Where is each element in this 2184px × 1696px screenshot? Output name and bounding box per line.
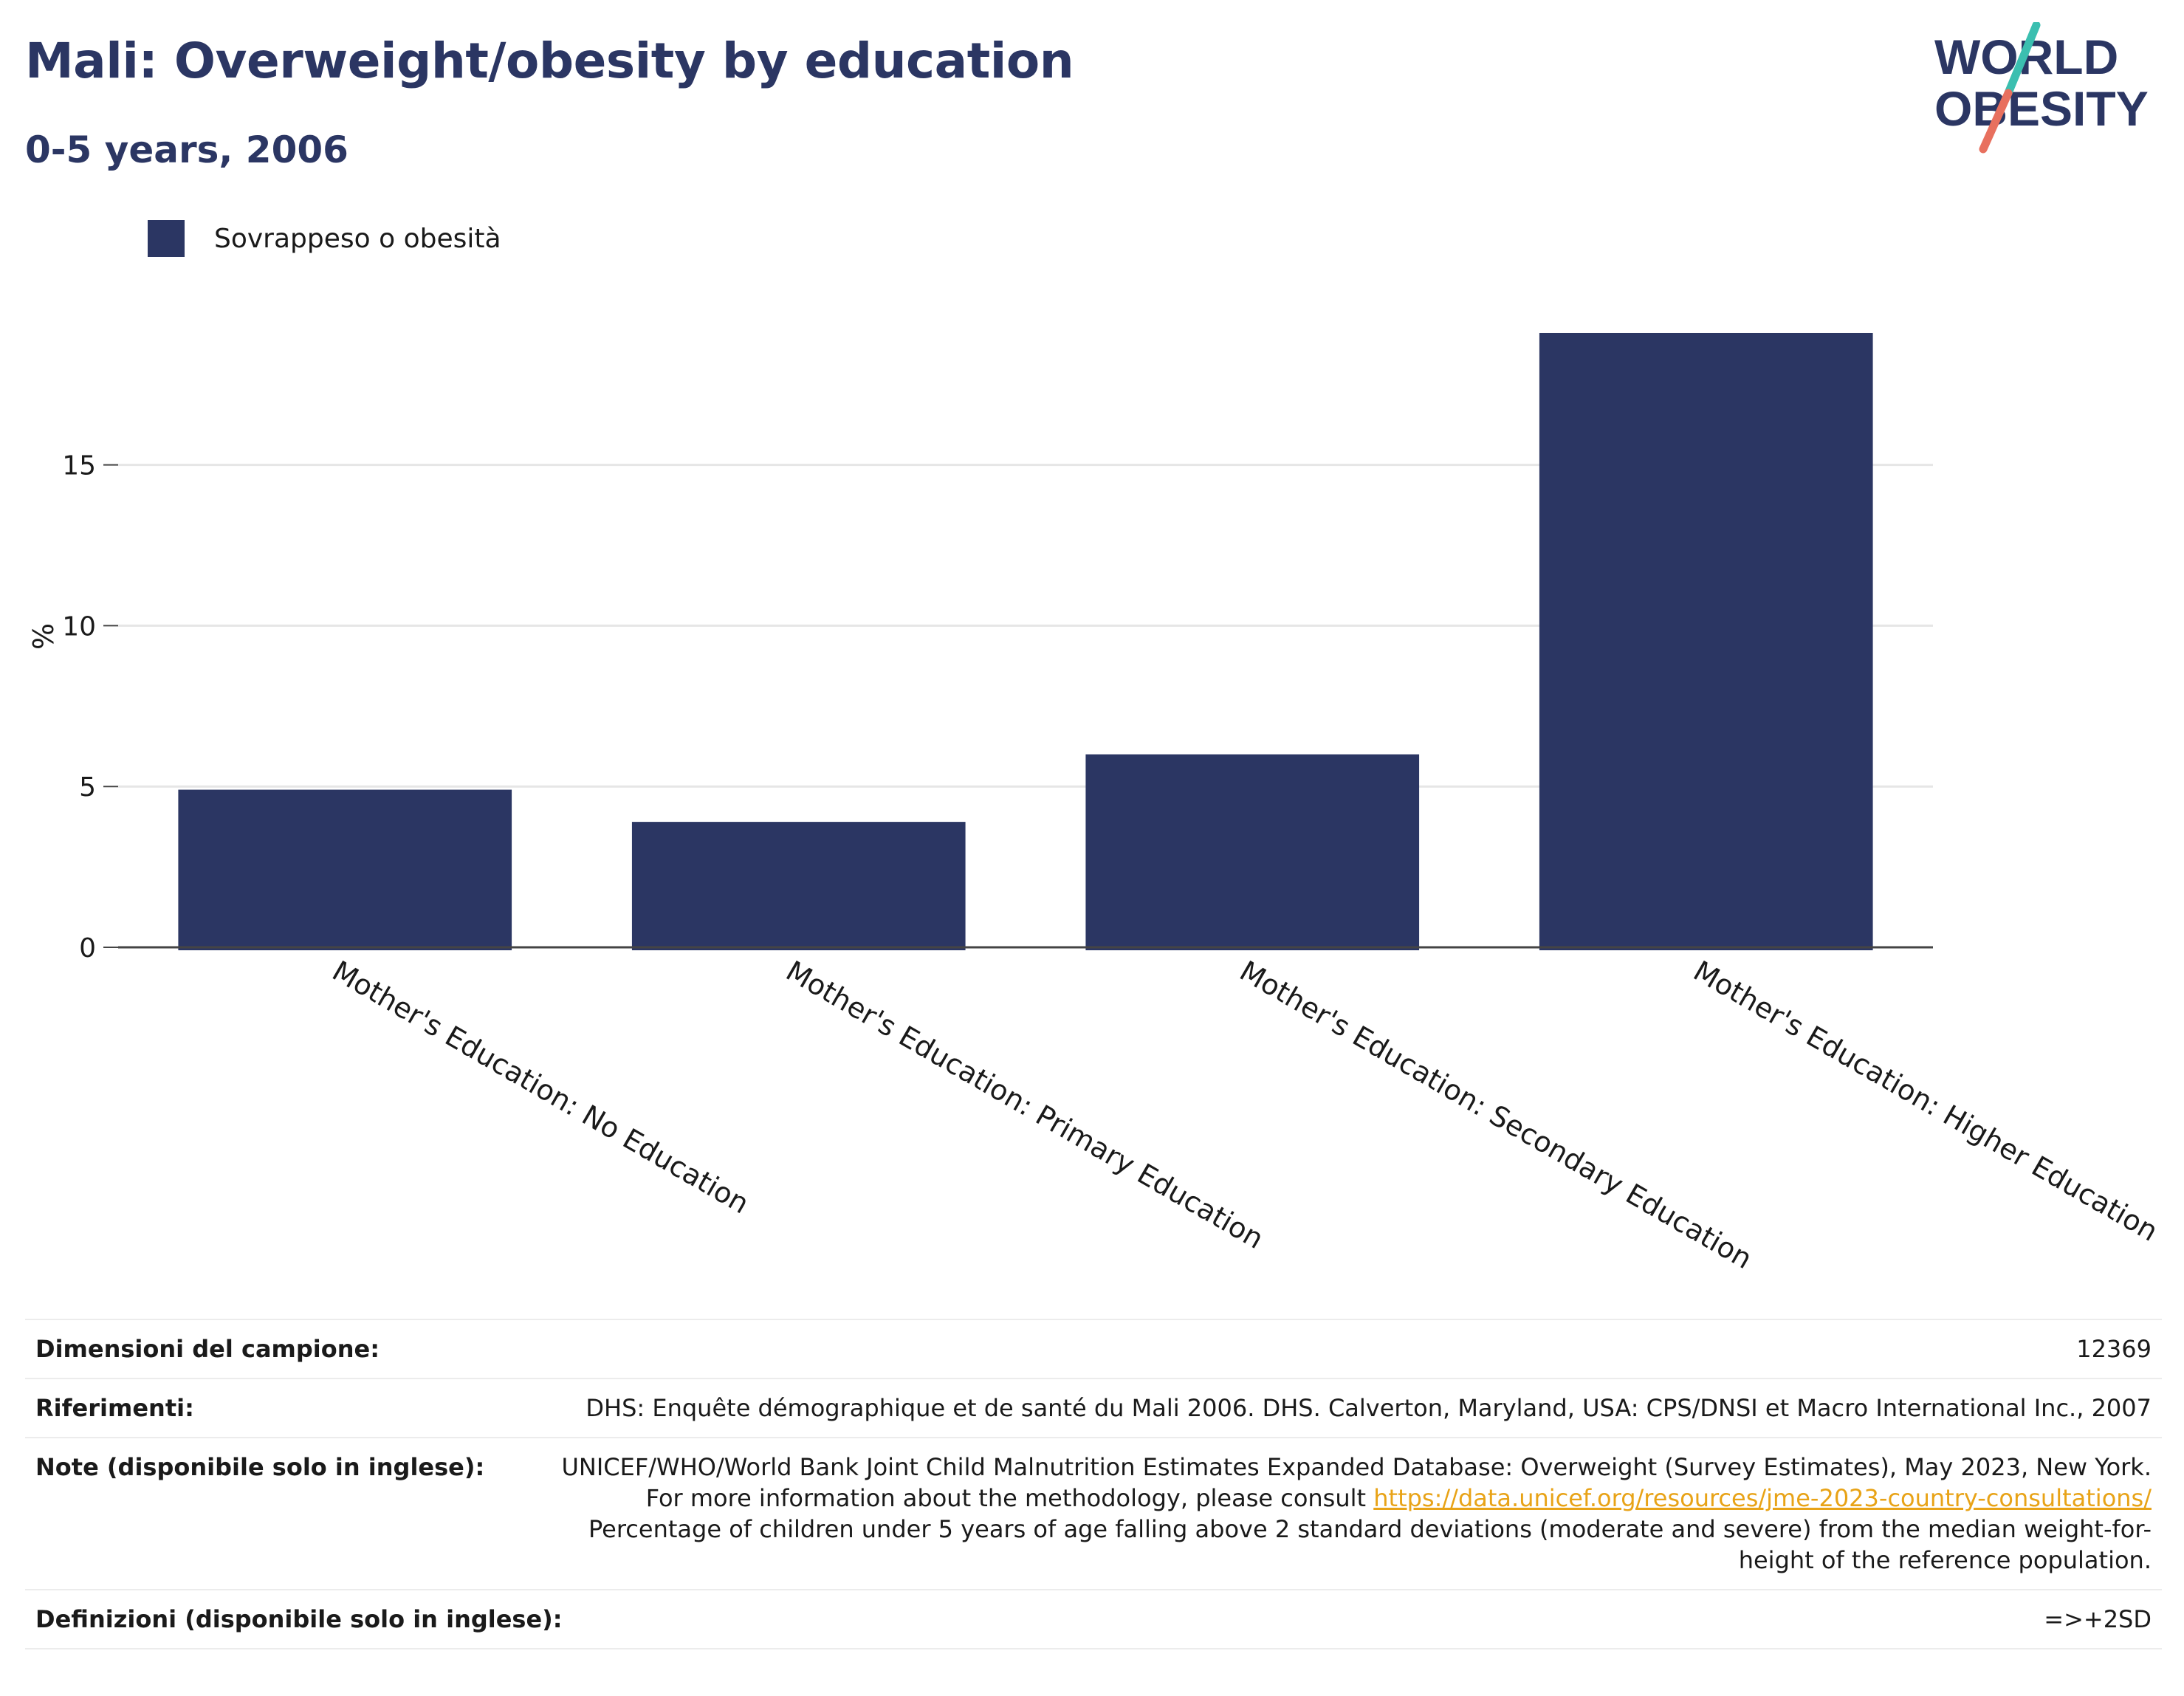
references-value: DHS: Enquête démographique et de santé d… <box>586 1394 2152 1422</box>
legend-label: Sovrappeso o obesità <box>214 223 501 254</box>
logo-slash-teal <box>2004 22 2041 97</box>
sample-value: 12369 <box>2076 1335 2152 1363</box>
x-tick-label: Mother's Education: Secondary Education <box>1234 955 1758 1276</box>
notes-link[interactable]: https://data.unicef.org/resources/jme-20… <box>1373 1484 2152 1512</box>
x-tick-label: Mother's Education: No Education <box>327 955 755 1220</box>
info-row-sample: Dimensioni del campione: 12369 <box>25 1319 2162 1378</box>
definitions-label: Definizioni (disponibile solo in inglese… <box>35 1605 563 1633</box>
logo-line2: OBESITY <box>1934 81 2149 136</box>
legend[interactable]: Sovrappeso o obesità <box>148 220 501 257</box>
info-row-references: Riferimenti: DHS: Enquête démographique … <box>25 1378 2162 1437</box>
chart-title: Mali: Overweight/obesity by education <box>25 32 1074 89</box>
logo-slash-coral <box>1979 89 2013 154</box>
info-row-notes: Note (disponibile solo in inglese): UNIC… <box>25 1437 2162 1589</box>
world-obesity-logo: WORLD OBESITY <box>1934 22 2149 154</box>
bar[interactable] <box>631 822 966 950</box>
bar[interactable] <box>1085 754 1420 950</box>
y-axis-label: % <box>27 623 60 650</box>
chart-subtitle: 0-5 years, 2006 <box>25 128 348 171</box>
info-table: Dimensioni del campione: 12369 Riferimen… <box>25 1319 2162 1649</box>
x-tick-label: Mother's Education: Higher Education <box>1688 955 2163 1248</box>
info-row-definitions: Definizioni (disponibile solo in inglese… <box>25 1589 2162 1649</box>
bar[interactable] <box>178 789 512 950</box>
y-tick-label: 0 <box>79 933 96 964</box>
notes-text-2: Percentage of children under 5 years of … <box>588 1515 2152 1574</box>
definitions-value: =>+2SD <box>2044 1605 2152 1633</box>
bars <box>178 332 1873 950</box>
legend-swatch <box>148 220 185 257</box>
notes-label: Note (disponibile solo in inglese): <box>35 1453 485 1481</box>
references-label: Riferimenti: <box>35 1394 194 1422</box>
sample-label: Dimensioni del campione: <box>35 1335 380 1363</box>
y-tick-label: 15 <box>62 451 96 481</box>
notes-value: UNICEF/WHO/World Bank Joint Child Malnut… <box>529 1452 2152 1576</box>
x-tick-label: Mother's Education: Primary Education <box>780 955 1269 1255</box>
notes-text: UNICEF/WHO/World Bank Joint Child Malnut… <box>561 1453 2152 1512</box>
y-tick-label: 10 <box>62 611 96 642</box>
y-tick-label: 5 <box>79 772 96 803</box>
bar[interactable] <box>1539 332 1873 950</box>
